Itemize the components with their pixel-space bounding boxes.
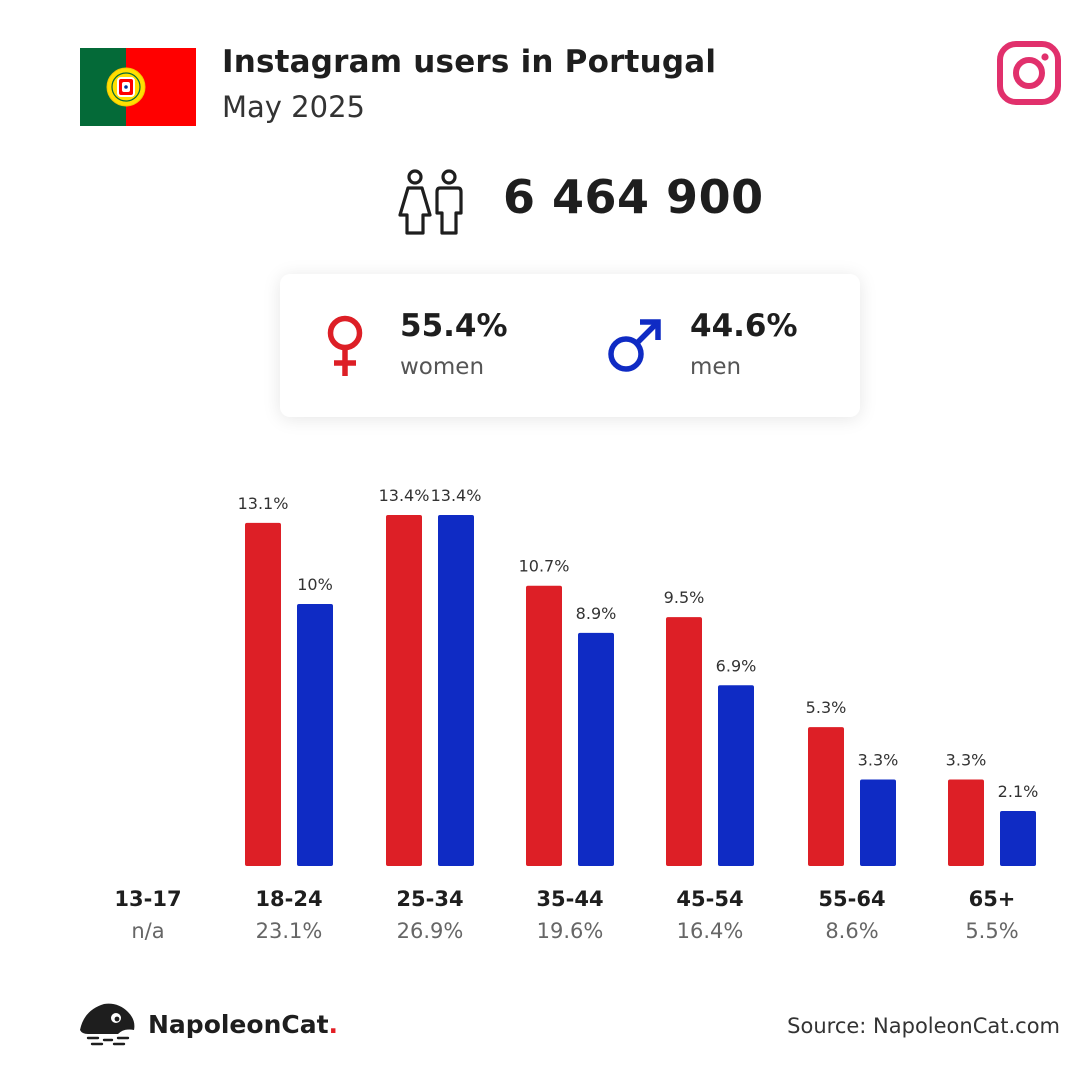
age-category-label: 25-34 [396,887,463,911]
bar-value-label: 5.3% [806,698,847,717]
napoleoncat-logo-icon [80,1003,135,1046]
age-category-label: 18-24 [255,887,322,911]
brand-dot: . [328,1010,339,1039]
women-percentage: 55.4% [400,308,508,344]
bar-25-34-series-1 [386,515,422,866]
bar-35-44-series-2 [578,632,614,866]
page-subtitle: May 2025 [222,90,365,124]
bar-value-label: 10% [297,575,333,594]
page-title: Instagram users in Portugal [222,44,717,80]
bar-value-label: 6.9% [716,656,757,675]
bar-25-34-series-2 [438,515,474,866]
age-category-total: 8.6% [825,919,878,943]
bar-value-label: 3.3% [946,751,987,770]
bar-value-label: 10.7% [519,557,570,576]
bar-65+-series-1 [948,779,984,866]
age-category-label: 65+ [969,887,1016,911]
portugal-flag-icon [80,48,196,126]
brand-name: NapoleonCat. [148,1010,338,1039]
male-symbol-icon [608,319,661,372]
bar-18-24-series-2 [297,604,333,866]
people-icon [398,169,463,235]
female-symbol-icon [327,315,363,376]
men-label: men [690,354,742,380]
bar-value-label: 2.1% [998,782,1039,801]
age-gender-bar-chart: 13-17 n/a 13.1% 10% 18-24 23.1% 13.4% 13.4% 25-3… [114,486,1039,943]
age-category-label: 35-44 [536,887,603,911]
bar-45-54-series-2 [718,685,754,866]
gender-split-card: 55.4% women 44.6% men [280,274,860,417]
bar-35-44-series-1 [526,585,562,866]
age-category-total: 23.1% [256,919,323,943]
bar-55-64-series-2 [860,779,896,866]
age-category-total: 5.5% [965,919,1018,943]
instagram-icon [997,41,1061,105]
age-category-total: 16.4% [677,919,744,943]
bar-65+-series-2 [1000,810,1036,866]
brand-text: NapoleonCat [148,1010,329,1039]
source-credit: Source: NapoleonCat.com [787,1014,1060,1038]
age-category-label: 55-64 [818,887,885,911]
men-percentage: 44.6% [690,308,798,344]
age-category-total: 26.9% [397,919,464,943]
age-category-label: 13-17 [114,887,181,911]
bar-18-24-series-1 [245,522,281,866]
bar-value-label: 9.5% [664,588,705,607]
age-category-total: 19.6% [537,919,604,943]
bar-55-64-series-1 [808,727,844,866]
total-users-value: 6 464 900 [503,170,764,224]
bar-value-label: 13.4% [431,486,482,505]
bar-value-label: 8.9% [576,604,617,623]
age-category-label: 45-54 [676,887,743,911]
bar-45-54-series-1 [666,617,702,866]
bar-value-label: 3.3% [858,751,899,770]
women-label: women [400,354,485,380]
bar-value-label: 13.1% [238,494,289,513]
age-category-total: n/a [131,919,164,943]
bar-value-label: 13.4% [379,486,430,505]
